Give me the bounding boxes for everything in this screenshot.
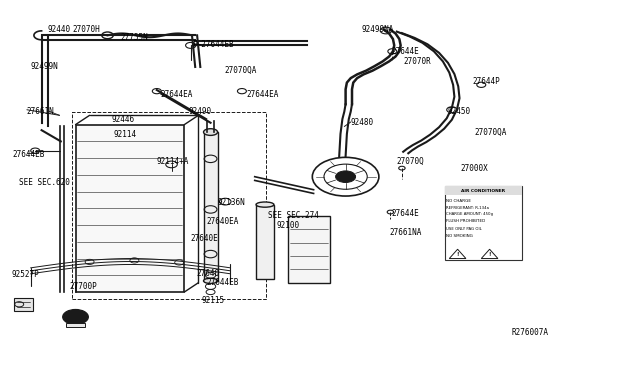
- Text: 92136N: 92136N: [218, 198, 245, 207]
- Text: 92114+A: 92114+A: [157, 157, 189, 166]
- Text: 92446: 92446: [112, 115, 135, 124]
- Text: 92527P: 92527P: [12, 270, 39, 279]
- Bar: [204, 132, 218, 281]
- Text: NO CHARGE: NO CHARGE: [446, 199, 471, 203]
- Ellipse shape: [204, 278, 218, 283]
- Text: P—27644EB: P—27644EB: [192, 40, 234, 49]
- Text: 27070R: 27070R: [403, 57, 431, 66]
- Text: FLUSH PROHIBITED: FLUSH PROHIBITED: [446, 219, 485, 223]
- Text: 27000X: 27000X: [461, 164, 488, 173]
- Text: SEE SEC.620: SEE SEC.620: [19, 178, 70, 187]
- Text: 92115: 92115: [202, 296, 225, 305]
- Text: 92114: 92114: [114, 130, 137, 139]
- Text: 27755N: 27755N: [120, 33, 148, 42]
- Text: 27640: 27640: [196, 269, 220, 278]
- Text: 92440: 92440: [48, 25, 71, 34]
- Text: 27070QA: 27070QA: [224, 66, 257, 75]
- Text: !: !: [488, 251, 491, 257]
- Bar: [288, 216, 330, 283]
- Text: 27644E: 27644E: [392, 47, 419, 56]
- Text: 92100: 92100: [276, 221, 300, 230]
- Text: CHARGE AMOUNT: 450g: CHARGE AMOUNT: 450g: [446, 212, 493, 216]
- Text: 27644EB: 27644EB: [206, 278, 239, 287]
- Bar: [14, 298, 33, 311]
- Text: AIR CONDITIONER: AIR CONDITIONER: [461, 189, 505, 193]
- Text: 27640E: 27640E: [190, 234, 218, 243]
- Bar: [445, 186, 522, 260]
- Text: 27070QA: 27070QA: [475, 128, 508, 137]
- Text: 27070Q: 27070Q: [397, 157, 424, 166]
- Text: 27644E: 27644E: [392, 209, 419, 218]
- Ellipse shape: [204, 129, 218, 135]
- Text: 27644P: 27644P: [472, 77, 500, 86]
- Text: 92490: 92490: [189, 107, 212, 116]
- Text: !: !: [456, 251, 459, 257]
- Text: 92480: 92480: [351, 118, 374, 126]
- Bar: [445, 186, 522, 195]
- Text: 27700P: 27700P: [69, 282, 97, 291]
- Text: 27644EA: 27644EA: [160, 90, 193, 99]
- Text: R276007A: R276007A: [512, 328, 549, 337]
- Bar: [66, 323, 85, 327]
- Text: SEE SEC.274: SEE SEC.274: [268, 211, 318, 219]
- Bar: [76, 125, 184, 292]
- Text: 27644EB: 27644EB: [13, 150, 45, 159]
- Text: REFRIGERANT: R-134a: REFRIGERANT: R-134a: [446, 206, 489, 210]
- Bar: [256, 205, 274, 279]
- Text: USE ONLY PAG OIL: USE ONLY PAG OIL: [446, 227, 482, 231]
- Text: 27644EA: 27644EA: [246, 90, 279, 99]
- Text: 27070H: 27070H: [72, 25, 100, 34]
- Circle shape: [335, 171, 356, 183]
- Circle shape: [63, 310, 88, 324]
- Text: 92499NA: 92499NA: [362, 25, 394, 34]
- Text: 27661NA: 27661NA: [389, 228, 422, 237]
- Text: NO SMOKING: NO SMOKING: [446, 234, 473, 238]
- Text: 27661N: 27661N: [27, 107, 54, 116]
- Text: 92450: 92450: [448, 107, 471, 116]
- Ellipse shape: [256, 202, 274, 207]
- Text: 92499N: 92499N: [31, 62, 58, 71]
- Text: 27640EA: 27640EA: [206, 217, 239, 226]
